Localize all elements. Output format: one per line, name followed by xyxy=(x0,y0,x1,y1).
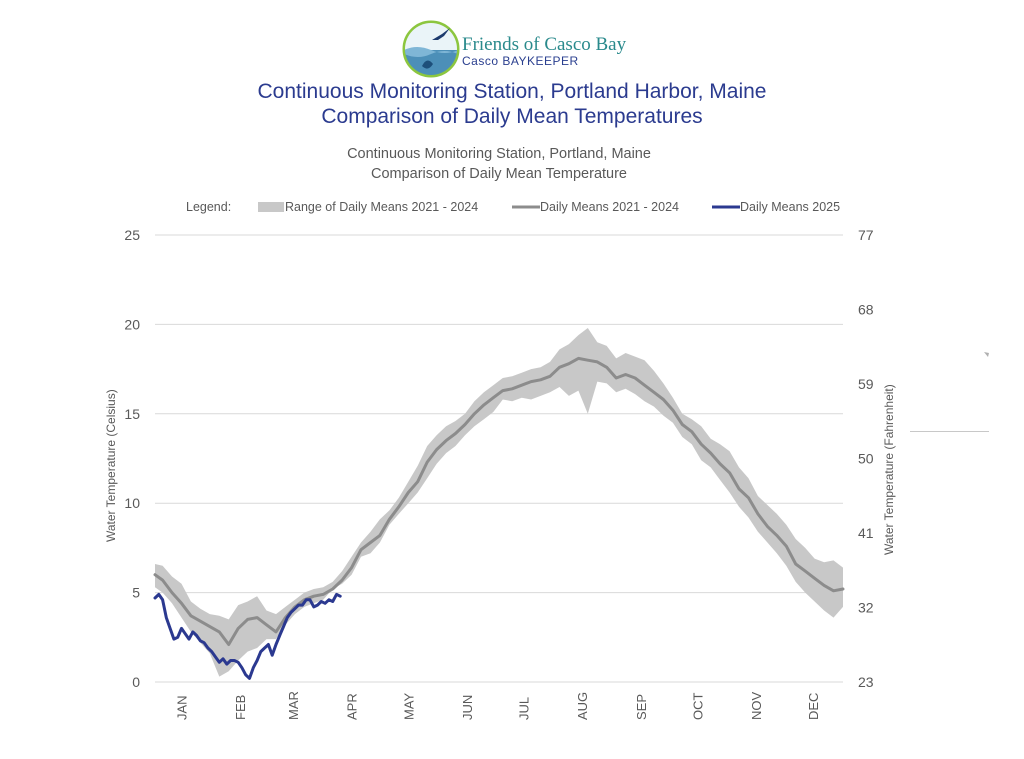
x-tick-label-apr: APR xyxy=(345,693,360,720)
series-lines-layer xyxy=(153,356,845,680)
y-tick-label-5: 5 xyxy=(132,585,140,601)
chart-title-line-2: Comparison of Daily Mean Temperature xyxy=(370,166,627,182)
legend-entry-2025: Daily Means 2025 xyxy=(740,200,840,214)
y2-tick-label-41: 41 xyxy=(858,525,874,541)
legend-label: Legend: xyxy=(186,200,231,214)
y-axis-left-ticks: 0 5 10 15 20 25 xyxy=(124,227,140,690)
legend-swatch-band xyxy=(258,202,284,212)
series-range-band xyxy=(155,328,843,677)
x-tick-label-feb: FEB xyxy=(233,695,248,720)
x-tick-label-mar: MAR xyxy=(286,691,301,720)
x-tick-label-may: MAY xyxy=(401,692,416,720)
friends-of-casco-bay-logo: Friends of Casco Bay Casco BAYKEEPER xyxy=(402,20,662,80)
page-title-line-1: Continuous Monitoring Station, Portland … xyxy=(257,80,767,103)
series-line-2025 xyxy=(153,592,342,680)
y2-tick-label-59: 59 xyxy=(858,376,874,392)
y2-tick-label-77: 77 xyxy=(858,227,874,243)
legend-entry-band: Range of Daily Means 2021 - 2024 xyxy=(285,200,478,214)
y-axis-right-label: Water Temperature (Fahrenheit) xyxy=(882,384,896,555)
y-axis-right-ticks: 23 32 41 50 59 68 77 xyxy=(858,227,874,690)
series-line-mean-2021-2024 xyxy=(153,356,845,646)
legend: Legend: Range of Daily Means 2021 - 2024… xyxy=(186,200,840,214)
x-tick-label-nov: NOV xyxy=(749,692,764,721)
x-tick-label-dec: DEC xyxy=(806,693,821,720)
page-title-line-2: Comparison of Daily Mean Temperatures xyxy=(321,105,703,128)
y-tick-label-10: 10 xyxy=(124,495,140,511)
decorative-mark xyxy=(984,352,989,357)
x-tick-label-aug: AUG xyxy=(575,692,590,720)
y2-tick-label-50: 50 xyxy=(858,451,874,467)
y-axis-left-label: Water Temperature (Celsius) xyxy=(104,389,118,542)
logo-emblem-icon xyxy=(402,20,460,78)
y-tick-label-15: 15 xyxy=(124,406,140,422)
x-axis-month-ticks: JAN FEB MAR APR MAY JUN JUL AUG SEP OCT NOV DEC xyxy=(174,691,820,720)
chart-title-line-1: Continuous Monitoring Station, Portland,… xyxy=(347,146,651,162)
y-tick-label-20: 20 xyxy=(124,316,140,332)
y2-tick-label-23: 23 xyxy=(858,674,874,690)
x-tick-label-oct: OCT xyxy=(690,693,705,721)
x-tick-label-sep: SEP xyxy=(634,694,649,720)
y-tick-label-0: 0 xyxy=(132,674,140,690)
decorative-divider xyxy=(910,431,989,432)
logo-baykeeper-text: Casco BAYKEEPER xyxy=(462,54,579,68)
gridlines xyxy=(155,234,843,683)
legend-entry-avg: Daily Means 2021 - 2024 xyxy=(540,200,679,214)
y2-tick-label-68: 68 xyxy=(858,302,874,318)
y-tick-label-25: 25 xyxy=(124,227,140,243)
x-tick-label-jun: JUN xyxy=(460,695,475,720)
y2-tick-label-32: 32 xyxy=(858,600,874,616)
x-tick-label-jul: JUL xyxy=(517,697,532,720)
range-band-layer xyxy=(155,328,843,677)
logo-name-text: Friends of Casco Bay xyxy=(462,34,627,55)
x-tick-label-jan: JAN xyxy=(174,695,189,720)
